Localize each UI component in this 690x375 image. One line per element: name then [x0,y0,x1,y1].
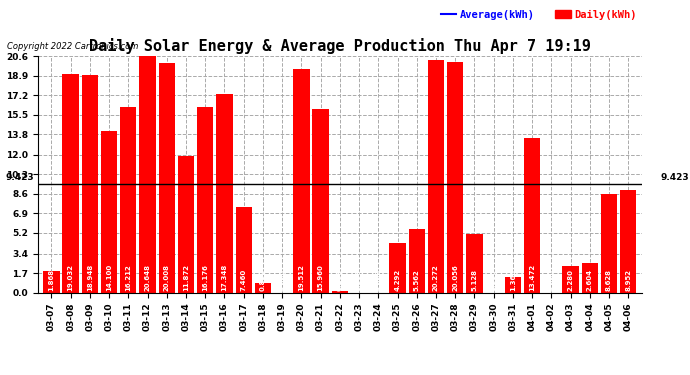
Text: 14.100: 14.100 [106,264,112,291]
Bar [447,63,464,292]
Bar [178,156,194,292]
Bar [235,207,252,292]
Text: 0.000: 0.000 [549,268,554,291]
Bar [63,74,79,292]
Text: 1.360: 1.360 [510,268,516,291]
Bar [255,283,271,292]
Text: 8.628: 8.628 [606,269,612,291]
Text: 0.000: 0.000 [375,268,382,291]
Text: 2.280: 2.280 [568,269,573,291]
Bar [293,69,310,292]
Text: 5.562: 5.562 [414,269,420,291]
Text: 9.423: 9.423 [6,173,34,182]
Bar [332,291,348,292]
Bar [582,262,598,292]
Text: 9.423: 9.423 [661,173,689,182]
Text: 20.648: 20.648 [144,264,150,291]
Text: 2.604: 2.604 [586,268,593,291]
Text: 15.960: 15.960 [317,264,324,291]
Text: 7.460: 7.460 [241,268,247,291]
Bar [428,60,444,292]
Text: Copyright 2022 Cartronics.com: Copyright 2022 Cartronics.com [7,42,138,51]
Bar [197,107,213,292]
Text: 0.000: 0.000 [279,268,285,291]
Bar [524,138,540,292]
Text: 19.032: 19.032 [68,264,74,291]
Bar [408,229,425,292]
Title: Daily Solar Energy & Average Production Thu Apr 7 19:19: Daily Solar Energy & Average Production … [89,38,591,54]
Bar [101,131,117,292]
Text: 13.472: 13.472 [529,264,535,291]
Bar [216,93,233,292]
Text: 0.000: 0.000 [491,268,497,291]
Legend: Average(kWh), Daily(kWh): Average(kWh), Daily(kWh) [441,9,636,20]
Text: 20.008: 20.008 [164,264,170,291]
Text: 0.148: 0.148 [337,268,343,291]
Bar [120,106,137,292]
Bar [504,277,521,292]
Text: 17.348: 17.348 [221,264,228,291]
Text: 18.948: 18.948 [87,264,93,291]
Text: 0.832: 0.832 [260,268,266,291]
Text: 20.056: 20.056 [452,264,458,291]
Bar [43,271,59,292]
Bar [313,110,328,292]
Text: 4.292: 4.292 [395,268,400,291]
Text: 16.212: 16.212 [126,264,131,291]
Bar [562,266,579,292]
Text: 8.952: 8.952 [625,269,631,291]
Bar [81,75,98,292]
Bar [601,194,617,292]
Bar [620,190,636,292]
Text: 5.128: 5.128 [471,269,477,291]
Bar [159,63,175,292]
Text: 0.000: 0.000 [356,268,362,291]
Bar [139,56,156,292]
Text: 20.272: 20.272 [433,264,439,291]
Text: 1.868: 1.868 [48,268,55,291]
Text: 19.512: 19.512 [298,264,304,291]
Bar [466,234,482,292]
Text: 16.176: 16.176 [202,264,208,291]
Bar [389,243,406,292]
Text: 11.872: 11.872 [183,264,189,291]
